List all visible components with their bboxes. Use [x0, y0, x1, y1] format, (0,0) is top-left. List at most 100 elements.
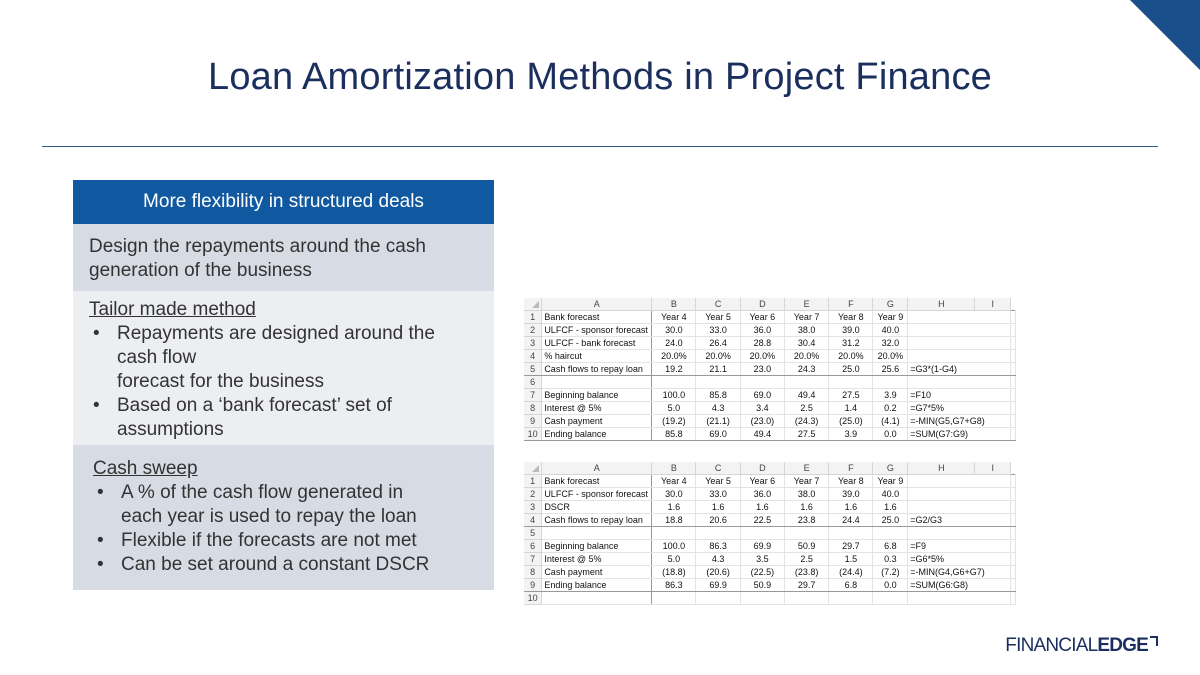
row-label-cell[interactable]: Interest @ 5%	[541, 401, 653, 415]
empty-cell[interactable]	[1010, 362, 1016, 376]
value-cell[interactable]: (20.6)	[695, 565, 741, 579]
value-cell[interactable]: Year 4	[651, 310, 697, 324]
empty-cell[interactable]	[1010, 401, 1016, 415]
row-number[interactable]: 1	[524, 474, 543, 488]
value-cell[interactable]: 1.6	[651, 500, 697, 514]
column-header[interactable]: I	[974, 462, 1011, 475]
value-cell[interactable]: 1.4	[828, 401, 874, 415]
empty-cell[interactable]	[1010, 474, 1016, 488]
value-cell[interactable]: (4.1)	[872, 414, 909, 428]
value-cell[interactable]: 0.0	[872, 427, 909, 441]
value-cell[interactable]: 3.4	[740, 401, 785, 415]
value-cell[interactable]: 69.9	[695, 578, 741, 592]
value-cell[interactable]: 23.8	[784, 513, 830, 527]
value-cell[interactable]: 39.0	[828, 323, 874, 337]
value-cell[interactable]: 86.3	[651, 578, 697, 592]
value-cell[interactable]: 30.0	[651, 323, 697, 337]
value-cell[interactable]	[872, 526, 909, 540]
formula-cell[interactable]: =-MIN(G4,G6+G7)	[907, 565, 1011, 579]
value-cell[interactable]: 6.8	[872, 539, 909, 553]
formula-cell[interactable]: =G6*5%	[907, 552, 1011, 566]
value-cell[interactable]: (24.3)	[784, 414, 830, 428]
value-cell[interactable]	[828, 526, 874, 540]
column-header[interactable]: E	[784, 462, 830, 475]
empty-cell[interactable]	[1010, 323, 1016, 337]
row-number[interactable]: 4	[524, 349, 543, 363]
value-cell[interactable]: 30.0	[651, 487, 697, 501]
value-cell[interactable]: 6.8	[828, 578, 874, 592]
value-cell[interactable]: Year 8	[828, 310, 874, 324]
value-cell[interactable]: 38.0	[784, 323, 830, 337]
value-cell[interactable]: 1.5	[828, 552, 874, 566]
value-cell[interactable]: Year 9	[872, 310, 909, 324]
formula-cell[interactable]	[907, 375, 1011, 389]
column-header[interactable]: A	[541, 298, 653, 311]
row-label-cell[interactable]	[541, 526, 653, 540]
value-cell[interactable]: Year 6	[740, 474, 785, 488]
value-cell[interactable]	[695, 526, 741, 540]
value-cell[interactable]: 1.6	[828, 500, 874, 514]
value-cell[interactable]: (23.0)	[740, 414, 785, 428]
value-cell[interactable]: 5.0	[651, 401, 697, 415]
formula-cell[interactable]	[907, 487, 1011, 501]
value-cell[interactable]	[872, 375, 909, 389]
value-cell[interactable]	[784, 591, 830, 605]
row-label-cell[interactable]: ULFCF - sponsor forecast	[541, 323, 653, 337]
value-cell[interactable]: 4.3	[695, 552, 741, 566]
value-cell[interactable]: 23.0	[740, 362, 785, 376]
row-label-cell[interactable]: Cash payment	[541, 414, 653, 428]
column-header[interactable]: A	[541, 462, 653, 475]
value-cell[interactable]: 69.0	[740, 388, 785, 402]
value-cell[interactable]: 18.8	[651, 513, 697, 527]
formula-cell[interactable]: =G7*5%	[907, 401, 1011, 415]
value-cell[interactable]: (25.0)	[828, 414, 874, 428]
formula-cell[interactable]	[907, 474, 1011, 488]
row-number[interactable]: 3	[524, 336, 543, 350]
value-cell[interactable]: 24.3	[784, 362, 830, 376]
value-cell[interactable]: 38.0	[784, 487, 830, 501]
value-cell[interactable]: 20.0%	[695, 349, 741, 363]
select-all-corner[interactable]	[524, 298, 543, 311]
value-cell[interactable]: 20.0%	[784, 349, 830, 363]
value-cell[interactable]: 86.3	[695, 539, 741, 553]
value-cell[interactable]: 20.0%	[740, 349, 785, 363]
value-cell[interactable]	[828, 375, 874, 389]
row-number[interactable]: 10	[524, 591, 543, 605]
formula-cell[interactable]	[907, 591, 1011, 605]
value-cell[interactable]: 28.8	[740, 336, 785, 350]
row-number[interactable]: 5	[524, 362, 543, 376]
column-header[interactable]: C	[695, 462, 741, 475]
value-cell[interactable]: Year 8	[828, 474, 874, 488]
row-number[interactable]: 9	[524, 414, 543, 428]
value-cell[interactable]	[651, 526, 697, 540]
value-cell[interactable]: 4.3	[695, 401, 741, 415]
value-cell[interactable]: 0.0	[872, 578, 909, 592]
value-cell[interactable]: 1.6	[872, 500, 909, 514]
empty-cell[interactable]	[1010, 578, 1016, 592]
formula-cell[interactable]: =SUM(G7:G9)	[907, 427, 1011, 441]
empty-cell[interactable]	[1010, 427, 1016, 441]
value-cell[interactable]: Year 7	[784, 474, 830, 488]
column-header[interactable]: F	[828, 298, 874, 311]
value-cell[interactable]: 29.7	[784, 578, 830, 592]
value-cell[interactable]: Year 7	[784, 310, 830, 324]
row-number[interactable]: 6	[524, 539, 543, 553]
column-header[interactable]: F	[828, 462, 874, 475]
value-cell[interactable]: 24.0	[651, 336, 697, 350]
value-cell[interactable]: (23.8)	[784, 565, 830, 579]
value-cell[interactable]	[695, 375, 741, 389]
row-number[interactable]: 2	[524, 323, 543, 337]
formula-cell[interactable]: =SUM(G6:G8)	[907, 578, 1011, 592]
value-cell[interactable]	[828, 591, 874, 605]
column-header[interactable]: D	[740, 298, 785, 311]
formula-cell[interactable]	[907, 323, 1011, 337]
value-cell[interactable]	[651, 591, 697, 605]
value-cell[interactable]: 1.6	[740, 500, 785, 514]
row-label-cell[interactable]: % haircut	[541, 349, 653, 363]
value-cell[interactable]: 20.0%	[872, 349, 909, 363]
value-cell[interactable]: 36.0	[740, 487, 785, 501]
row-number[interactable]: 7	[524, 388, 543, 402]
empty-cell[interactable]	[1010, 591, 1016, 605]
row-label-cell[interactable]: Bank forecast	[541, 474, 653, 488]
value-cell[interactable]: 1.6	[784, 500, 830, 514]
